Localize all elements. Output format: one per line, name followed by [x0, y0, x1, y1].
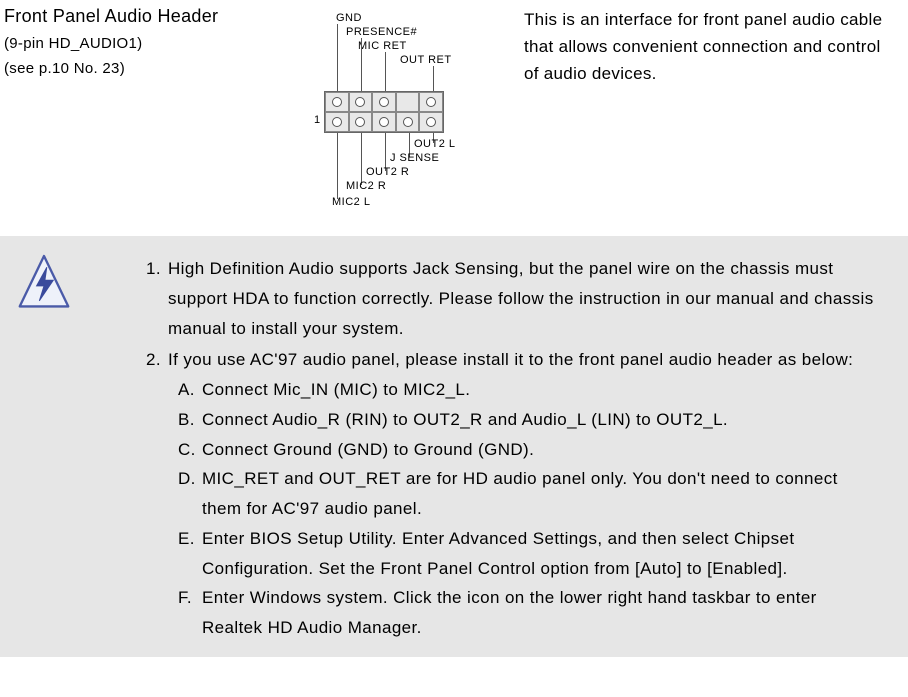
description-text: This is an interface for front panel aud… — [504, 6, 898, 216]
header-section: Front Panel Audio Header (9-pin HD_AUDIO… — [0, 0, 908, 236]
label-out2r: OUT2 R — [366, 166, 409, 178]
label-jsense: J SENSE — [390, 152, 439, 164]
notes-text: 1. High Definition Audio supports Jack S… — [106, 254, 896, 645]
sub-c: C. Connect Ground (GND) to Ground (GND). — [168, 435, 876, 465]
pin-diagram: GND PRESENCE# MIC RET OUT RET — [304, 6, 504, 216]
note-1-num: 1. — [146, 254, 168, 343]
note-2-num: 2. — [146, 345, 168, 643]
sub-a: A. Connect Mic_IN (MIC) to MIC2_L. — [168, 375, 876, 405]
label-mic2l: MIC2 L — [332, 196, 370, 208]
pin-block — [324, 91, 444, 133]
note-2: 2. If you use AC'97 audio panel, please … — [146, 345, 876, 643]
header-left: Front Panel Audio Header (9-pin HD_AUDIO… — [4, 6, 304, 216]
warning-icon-col — [6, 254, 106, 645]
notes-section: 1. High Definition Audio supports Jack S… — [0, 236, 908, 657]
label-gnd: GND — [336, 12, 362, 24]
sub-e: E. Enter BIOS Setup Utility. Enter Advan… — [168, 524, 876, 584]
note-2-text: If you use AC'97 audio panel, please ins… — [168, 345, 876, 375]
sub-f: F. Enter Windows system. Click the icon … — [168, 583, 876, 643]
label-out2l: OUT2 L — [414, 138, 456, 150]
sub-b: B. Connect Audio_R (RIN) to OUT2_R and A… — [168, 405, 876, 435]
sub-d: D. MIC_RET and OUT_RET are for HD audio … — [168, 464, 876, 524]
pin1-marker: 1 — [314, 114, 320, 126]
note-1: 1. High Definition Audio supports Jack S… — [146, 254, 876, 343]
note-2-body: If you use AC'97 audio panel, please ins… — [168, 345, 876, 643]
lightning-icon — [16, 254, 72, 314]
connector-name: (9-pin HD_AUDIO1) — [4, 35, 304, 52]
label-micret: MIC RET — [358, 40, 407, 52]
label-mic2r: MIC2 R — [346, 180, 386, 192]
label-presence: PRESENCE# — [346, 26, 417, 38]
page-reference: (see p.10 No. 23) — [4, 60, 304, 77]
label-outret: OUT RET — [400, 54, 452, 66]
page-title: Front Panel Audio Header — [4, 6, 304, 27]
note-1-text: High Definition Audio supports Jack Sens… — [168, 254, 876, 343]
